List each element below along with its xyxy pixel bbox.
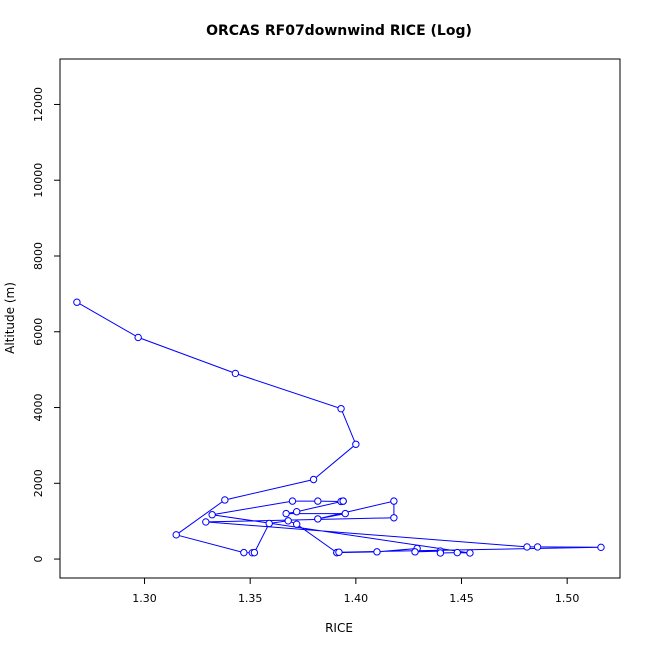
y-tick-label: 0 [32, 556, 45, 563]
data-point [453, 548, 461, 557]
y-tick-label: 12000 [32, 87, 45, 122]
data-point [292, 508, 301, 516]
data-point [288, 497, 297, 505]
data-point [335, 548, 343, 556]
data-point [466, 549, 474, 557]
data-point [390, 497, 398, 505]
x-tick-label: 1.45 [449, 592, 474, 605]
y-tick-label: 2000 [32, 469, 45, 497]
data-point [282, 509, 290, 518]
y-tick-label: 4000 [32, 394, 45, 422]
data-point [337, 404, 345, 413]
x-axis-label: RICE [325, 621, 353, 635]
data-point [250, 548, 259, 557]
y-axis-label: Altitude (m) [3, 282, 17, 354]
data-point [208, 511, 216, 519]
data-point [436, 549, 445, 557]
data-point [314, 515, 322, 523]
x-axis: 1.30 1.35 1.40 1.45 1.50 [132, 578, 579, 605]
data-point [231, 369, 240, 378]
data-point [523, 543, 531, 551]
data-point [341, 509, 349, 518]
data-point [597, 543, 605, 552]
data-point [411, 548, 419, 556]
data-point [134, 333, 142, 342]
x-tick-label: 1.40 [344, 592, 369, 605]
series-lines [76, 301, 602, 554]
data-point [352, 440, 360, 448]
data-point [265, 519, 273, 528]
x-tick-label: 1.50 [555, 592, 580, 605]
plot-frame [59, 58, 621, 579]
data-point [292, 520, 301, 528]
x-tick-label: 1.30 [132, 592, 157, 605]
data-point [202, 518, 210, 526]
y-tick-label: 6000 [32, 318, 45, 346]
y-tick-label: 8000 [32, 242, 45, 270]
data-point [221, 496, 229, 504]
x-tick-label: 1.35 [238, 592, 263, 605]
chart-title: ORCAS RF07downwind RICE (Log) [206, 23, 472, 39]
data-point [533, 543, 542, 551]
data-point [73, 298, 81, 306]
data-point [314, 497, 322, 505]
y-axis: 0 2000 4000 6000 8000 10000 12000 [32, 87, 60, 563]
data-point [172, 531, 180, 539]
y-tick-label: 10000 [32, 163, 45, 198]
data-point [339, 497, 347, 505]
data-point [284, 517, 292, 525]
data-point [390, 514, 398, 522]
data-point [240, 548, 248, 557]
series-line [76, 301, 602, 554]
data-point [309, 475, 318, 484]
data-point [373, 548, 381, 556]
series-points [73, 298, 605, 557]
